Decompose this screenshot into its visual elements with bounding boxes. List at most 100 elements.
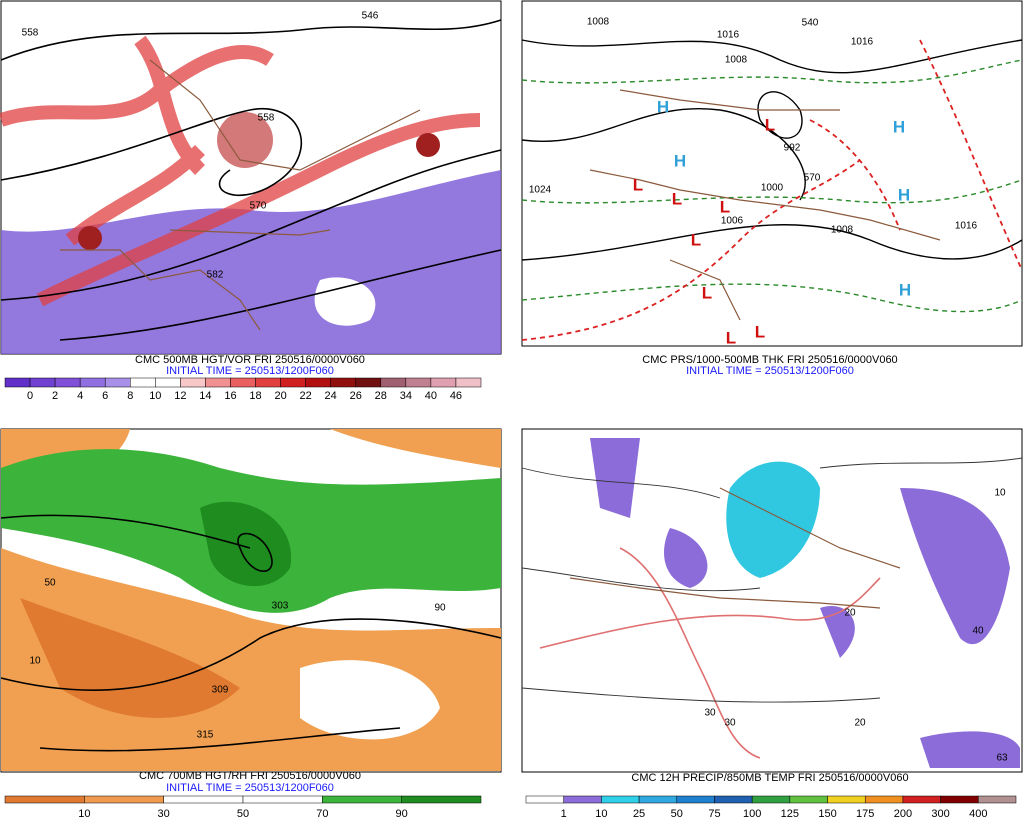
colorbar-box [84,795,164,804]
contour-label: 10 [994,488,1006,499]
contour-label: 582 [207,270,224,281]
colorbar-box [130,377,156,388]
panel-caption: CMC 12H PRECIP/850MB TEMP FRI 250516/000… [631,772,908,784]
colorbar-box [525,795,564,804]
colorbar-label: 1 [561,808,567,819]
pressure-center: L [702,283,712,302]
colorbar-label: 2 [52,390,58,402]
colorbar-box [4,377,31,388]
colorbar-box [430,377,457,388]
colorbar-box [940,795,979,804]
colorbar-box [380,377,407,388]
panel-vorticity: 558 546 558 570 582 CMC 500MB HGT/VOR FRI 250… [0,0,502,402]
colorbar-box [789,795,828,804]
height-contour [0,19,502,341]
colorbar-label: 26 [350,390,362,402]
precip-light [590,438,1020,768]
colorbar-box [902,795,941,804]
colorbar-box [205,377,231,388]
colorbar-box [405,377,432,388]
contour-label: 30 [704,708,716,719]
map-frame [521,0,1023,347]
height-contour [0,514,502,752]
contour-label: 50 [44,578,56,589]
contour-label: 1016 [955,221,978,232]
contour-label: 20 [844,608,856,619]
pressure-center: L [765,115,775,134]
panel-humidity: 309 315 303 10 50 90 CMC 700MB HGT/RH FRI 2505… [0,428,502,819]
contour-label: 40 [972,626,984,637]
colorbar-label: 125 [781,808,799,819]
contour-label: 570 [250,201,267,212]
colorbar-label: 200 [894,808,912,819]
contour-label: 315 [197,730,214,741]
colorbar-box [864,795,904,804]
contour-label: 1000 [761,183,784,194]
colorbar-box [827,795,866,804]
panel-caption: CMC 700MB HGT/RH FRI 250516/0000V060 [139,770,361,782]
panel-caption: CMC 500MB HGT/VOR FRI 250516/0000V060 [135,354,365,366]
thickness-540-570 [521,39,1023,341]
colorbar-label: 12 [174,390,186,402]
contour-label: 20 [854,718,866,729]
colorbar-box [401,795,482,804]
colorbar-label: 18 [249,390,261,402]
isobar [521,39,1023,261]
colorbar-box [255,377,281,388]
colorbar-label: 10 [78,808,90,819]
contour-label: 30 [724,718,736,729]
pressure-center: L [720,197,730,216]
colorbar-box [104,377,131,388]
vorticity-max [78,226,102,250]
colorbar-box [230,377,256,388]
colorbar-box [601,795,640,804]
colorbar-label: 75 [708,808,720,819]
colorbar-label: 28 [375,390,387,402]
panel-caption: CMC PRS/1000-500MB THK FRI 250516/0000V0… [642,354,897,366]
vorticity-max [217,112,273,168]
colorbar-box [355,377,382,388]
contour-label: 540 [802,18,819,29]
colorbar-box [563,795,602,804]
colorbar-box [280,377,306,388]
pressure-center: H [893,117,905,136]
pressure-center: L [755,322,765,341]
colorbar-box [180,377,206,388]
colorbar-label: 6 [102,390,108,402]
contour-label: 1016 [717,30,740,41]
colorbar-label: 24 [325,390,337,402]
panel-pressure: 1008 1016 1008 1016 1024 992 1000 1006 1008 1016 5… [521,0,1023,377]
contour-label: 1016 [851,37,874,48]
colorbar-label: 34 [400,390,412,402]
colorbar-label: 300 [931,808,949,819]
colorbar-label: 46 [450,390,462,402]
colorbar-label: 20 [274,390,286,402]
pressure-center: H [899,280,911,299]
colorbar-label: 22 [300,390,312,402]
contour-label: 10 [29,656,41,667]
map-borders [569,487,901,609]
precip-heavy [726,461,820,578]
vorticity-gap [314,277,376,326]
colorbar-label: 90 [396,808,408,819]
temp-contour [539,547,881,759]
colorbar-label: 25 [633,808,645,819]
colorbar-box [242,795,323,804]
colorbar-label: 50 [671,808,683,819]
vorticity-field [1,170,501,354]
rh-dry [1,429,501,508]
colorbar-box [751,795,791,804]
colorbar-label: 30 [158,808,170,819]
colorbar-label: 175 [856,808,874,819]
panel-precip: 30 30 20 20 10 40 63 CMC 12H PRECIP/850MB TEMP … [521,428,1023,819]
colorbar-label: 10 [149,390,161,402]
colorbar-box [322,795,402,804]
colorbar-box [163,795,244,804]
contour-label: 570 [804,173,821,184]
colorbar-box [4,795,85,804]
pressure-center: L [726,328,736,347]
pressure-center: H [657,97,669,116]
colorbar-label: 16 [224,390,236,402]
colorbar-label: 10 [595,808,607,819]
